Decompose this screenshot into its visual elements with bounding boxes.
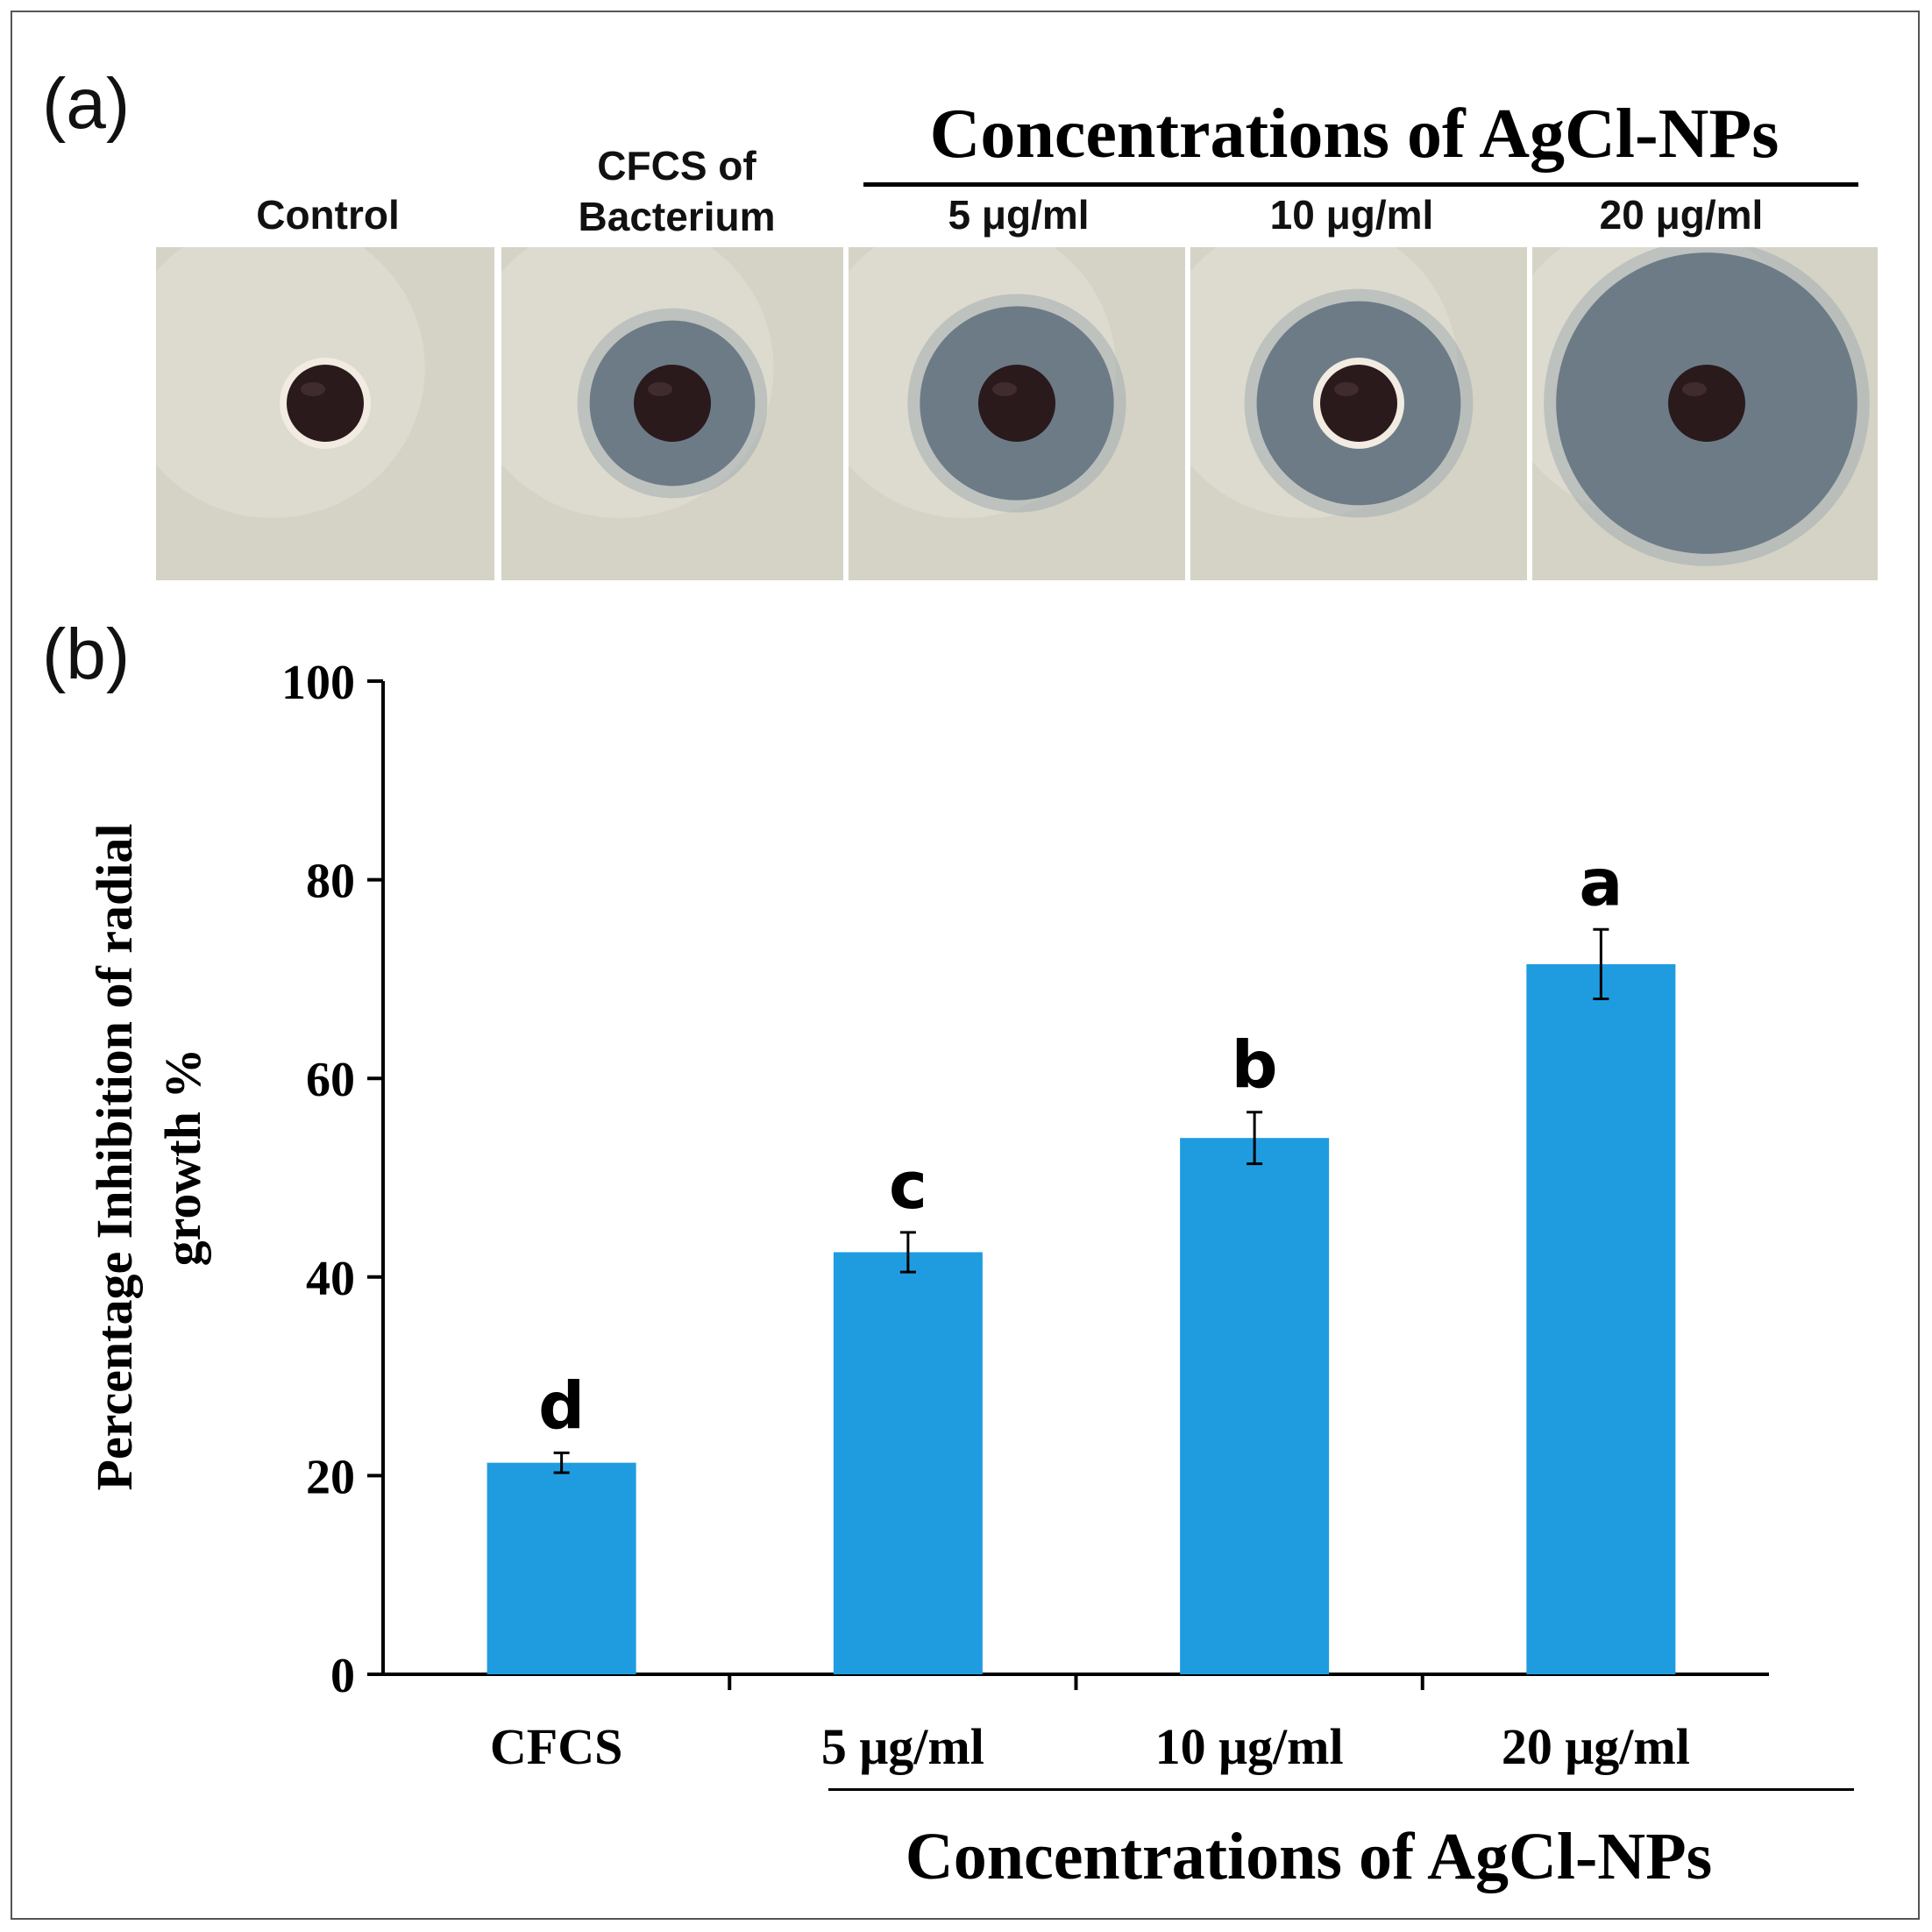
- x-category-label: 5 μg/ml: [821, 1718, 984, 1775]
- panel-a-group-header: Concentrations of AgCl-NPs: [929, 96, 1779, 173]
- plate-svg-3: [1190, 247, 1527, 580]
- x-group-underline: [828, 1788, 1854, 1791]
- agcl-10-plate-photo: [1190, 247, 1527, 580]
- y-tick-label: 60: [306, 1053, 355, 1107]
- panel-b-label: (b): [42, 614, 131, 694]
- plate-svg-1: [501, 247, 843, 580]
- plate-label-10: 10 μg/ml: [1269, 192, 1434, 238]
- plate-svg-4: [1532, 247, 1878, 580]
- x-category-label: 10 μg/ml: [1155, 1718, 1344, 1775]
- y-axis-title-line2: growth %: [154, 1048, 211, 1267]
- plate-label-cfcs: CFCS of Bacterium: [579, 140, 776, 242]
- significance-letter: b: [1232, 1028, 1278, 1104]
- control-plate-photo: [156, 247, 494, 580]
- plate-svg-2: [849, 247, 1185, 580]
- plate-svg-0: [156, 247, 494, 580]
- bar: [1180, 1138, 1330, 1674]
- well-glint: [648, 382, 672, 396]
- bar: [487, 1462, 636, 1674]
- panel-a-label: (a): [42, 64, 131, 144]
- well-glint: [992, 382, 1017, 396]
- x-category-label: CFCS: [490, 1718, 622, 1775]
- agcl-5-plate-photo: [849, 247, 1185, 580]
- y-tick-label: 80: [306, 855, 355, 909]
- agcl-20-plate-photo: [1532, 247, 1878, 580]
- plate-label-20: 20 μg/ml: [1599, 192, 1764, 238]
- well-glint: [1682, 382, 1707, 396]
- well-glint: [1334, 382, 1359, 396]
- y-tick-label: 40: [306, 1252, 355, 1306]
- y-tick-label: 0: [330, 1649, 355, 1703]
- plate-label-cfcs-line2: Bacterium: [578, 194, 776, 239]
- plate-label-cfcs-line1: CFCS of: [597, 143, 756, 188]
- cfcs-plate-photo: [501, 247, 843, 580]
- plate-label-5: 5 μg/ml: [948, 192, 1090, 238]
- y-tick-label: 20: [306, 1450, 355, 1504]
- bar: [1526, 963, 1676, 1674]
- well-glint: [301, 382, 325, 396]
- plate-label-control: Control: [256, 192, 400, 238]
- panel-a-group-underline: [863, 182, 1858, 187]
- x-axis-title: Concentrations of AgCl-NPs: [905, 1820, 1713, 1893]
- y-tick-label: 100: [281, 656, 355, 710]
- significance-letter: d: [538, 1368, 585, 1444]
- bar: [833, 1252, 983, 1674]
- figure-frame: [11, 11, 1920, 1920]
- x-category-label: 20 μg/ml: [1502, 1718, 1690, 1775]
- significance-letter: a: [1579, 845, 1623, 920]
- significance-letter: c: [889, 1148, 927, 1224]
- y-axis-title-line1: Percentage Inhibition of radial: [86, 824, 143, 1491]
